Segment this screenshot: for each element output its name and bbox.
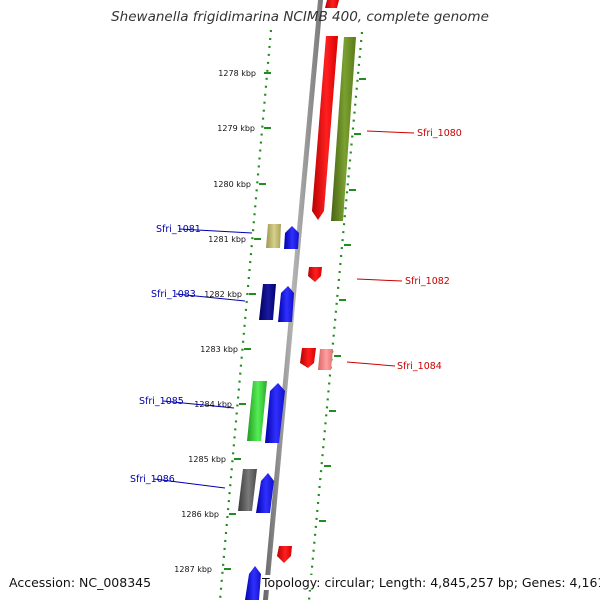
leader-sfri-1086	[153, 478, 226, 489]
gene-label-sfri-1080[interactable]: Sfri_1080	[417, 128, 462, 139]
kbp-label-1280: 1280 kbp	[213, 180, 251, 189]
gene-sfri-1084-a[interactable]	[300, 348, 316, 368]
gene-sfri-1086[interactable]	[238, 469, 257, 511]
gene-sfri-1084[interactable]	[318, 349, 333, 370]
kbp-label-1287: 1287 kbp	[174, 565, 212, 574]
kbp-labels: 1278 kbp 1279 kbp 1280 kbp 1281 kbp 1282…	[174, 69, 256, 574]
kbp-label-1283: 1283 kbp	[200, 345, 238, 354]
leader-sfri-1081	[178, 228, 253, 234]
gene-label-sfri-1085[interactable]: Sfri_1085	[139, 396, 184, 407]
leader-sfri-1082	[356, 278, 403, 282]
kbp-label-1279: 1279 kbp	[217, 124, 255, 133]
right-ruler	[307, 31, 366, 600]
gene-label-sfri-1084[interactable]: Sfri_1084	[397, 361, 442, 372]
gene-sfri-1081-b[interactable]	[284, 226, 299, 249]
leader-sfri-1085	[162, 400, 235, 409]
kbp-label-1281: 1281 kbp	[208, 235, 246, 244]
kbp-label-1286: 1286 kbp	[181, 510, 219, 519]
leader-sfri-1083	[175, 293, 246, 302]
gene-label-sfri-1083[interactable]: Sfri_1083	[151, 289, 196, 300]
leader-sfri-1084	[346, 361, 396, 367]
leader-sfri-1080	[366, 130, 415, 134]
gene-sfri-1081[interactable]	[266, 224, 281, 248]
gene-sfri-1083-b[interactable]	[278, 286, 294, 322]
gene-top-red[interactable]	[325, 0, 339, 8]
genome-title: Shewanella frigidimarina NCIMB 400, comp…	[111, 9, 489, 25]
kbp-label-1284: 1284 kbp	[194, 400, 232, 409]
gene-label-sfri-1082[interactable]: Sfri_1082	[405, 276, 450, 287]
topology-text: Topology: circular; Length: 4,845,257 bp…	[262, 575, 600, 590]
gene-sfri-1079[interactable]	[312, 36, 338, 220]
gene-sfri-1086-b[interactable]	[256, 473, 274, 513]
gene-bottom-red[interactable]	[277, 546, 292, 563]
kbp-label-1282: 1282 kbp	[204, 290, 242, 299]
kbp-label-1278: 1278 kbp	[218, 69, 256, 78]
accession-text: Accession: NC_008345	[9, 575, 152, 590]
gene-bottom-blue[interactable]	[245, 566, 261, 600]
gene-sfri-1082[interactable]	[308, 267, 322, 282]
gene-label-sfri-1081[interactable]: Sfri_1081	[156, 224, 201, 235]
gene-sfri-1085[interactable]	[247, 381, 267, 441]
gene-sfri-1083[interactable]	[259, 284, 276, 320]
kbp-label-1285: 1285 kbp	[188, 455, 226, 464]
left-ruler	[218, 29, 273, 600]
gene-sfri-1085-b[interactable]	[265, 383, 285, 443]
gene-sfri-1080[interactable]	[331, 37, 356, 221]
gene-label-sfri-1086[interactable]: Sfri_1086	[130, 474, 175, 485]
